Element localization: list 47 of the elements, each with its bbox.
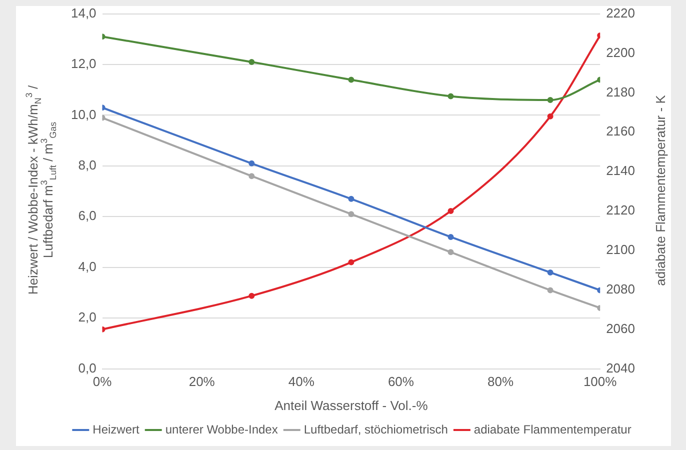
y2-axis-title: adiabate Flammentemperatur - K (652, 94, 668, 288)
point (547, 287, 554, 294)
x-tick-label: 40% (288, 374, 315, 390)
y-tick-label: 12,0 (70, 56, 96, 72)
x-tick-label: 0% (92, 374, 112, 390)
y-tick-label: 2,0 (78, 310, 96, 325)
y2-tick-label: 2120 (606, 202, 635, 218)
legend-label: Luftbedarf, stöchiometrisch (304, 422, 448, 436)
y2-tick-label: 2060 (606, 320, 635, 336)
point (448, 208, 454, 214)
y-tick-label: 14,0 (70, 5, 96, 20)
point (248, 173, 255, 180)
y2-tick-label: 2100 (606, 242, 635, 258)
y-tick-label: 6,0 (78, 208, 96, 224)
point (348, 259, 354, 266)
y-tick-label: 8,0 (78, 158, 96, 173)
point (547, 97, 554, 104)
x-tick-label: 80% (488, 374, 514, 390)
y2-tick-label: 2040 (606, 360, 635, 376)
y2-tick-label: 2140 (606, 163, 635, 178)
point (248, 58, 255, 65)
x-tick-label: 20% (188, 374, 216, 390)
point (547, 269, 554, 276)
point (248, 292, 255, 299)
legend-label: adiabate Flammentemperatur (474, 422, 632, 436)
legend-label: Heizwert (92, 422, 140, 436)
line-series (102, 34, 600, 104)
point (547, 113, 554, 120)
point (248, 160, 255, 166)
point (448, 93, 454, 100)
y-tick-label: 4,0 (78, 258, 96, 274)
y2-tick-label: 2220 (606, 5, 635, 20)
y2-tick-label: 2080 (606, 281, 635, 296)
point (348, 211, 354, 218)
x-tick-label: 60% (388, 374, 414, 390)
x-tick-label: 100% (583, 374, 618, 390)
y2-tick-label: 2160 (606, 124, 635, 139)
y2-tick-label: 2200 (606, 44, 635, 60)
legend-label: unterer Wobbe-Index (165, 422, 278, 436)
point (448, 249, 454, 256)
point (448, 234, 454, 240)
x-axis-title: Anteil Wasserstoff - Vol.-% (274, 398, 428, 413)
y-tick-label: 10,0 (70, 106, 96, 122)
point (348, 196, 354, 202)
y2-tick-label: 2180 (606, 84, 635, 100)
y-tick-label: 0,0 (78, 360, 96, 376)
point (348, 76, 354, 83)
